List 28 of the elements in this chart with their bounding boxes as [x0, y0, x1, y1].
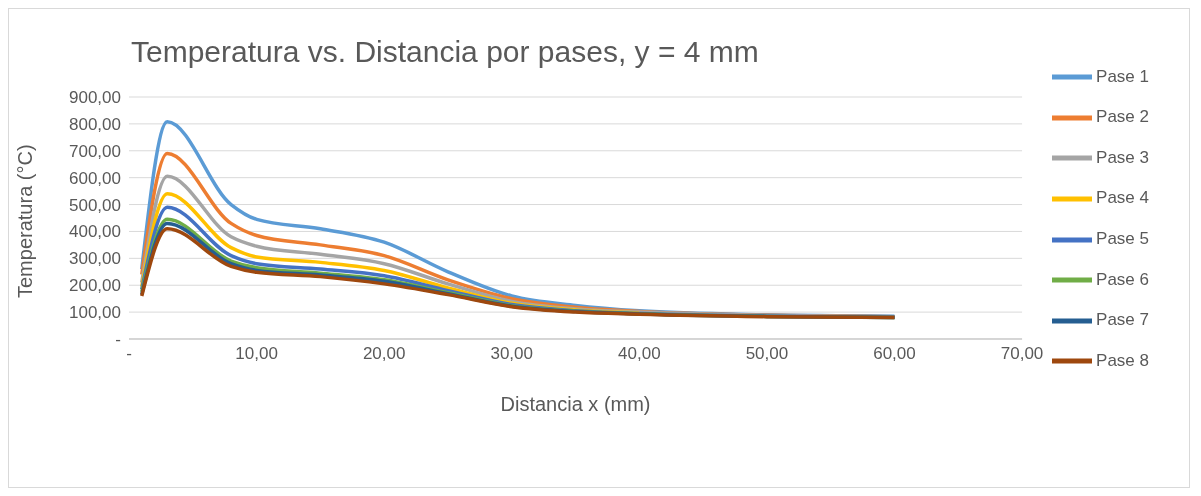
- legend-label: Pase 8: [1096, 350, 1149, 370]
- x-tick-label: 60,00: [873, 344, 916, 364]
- x-tick-label: 50,00: [745, 344, 789, 364]
- legend-label: Pase 7: [1096, 310, 1149, 330]
- x-axis-title: Distancia x (mm): [500, 393, 651, 415]
- legend-label: Pase 3: [1096, 147, 1149, 167]
- legend-label: Pase 5: [1096, 229, 1149, 248]
- legend-label: Pase 1: [1096, 66, 1149, 86]
- y-tick-label: 900,00: [69, 88, 121, 108]
- x-tick-label: 10,00: [235, 344, 278, 364]
- legend-label: Pase 2: [1096, 107, 1149, 127]
- y-tick-label: 700,00: [69, 141, 121, 161]
- y-tick-label: 400,00: [69, 222, 121, 242]
- y-axis-title: Temperatura (°C): [14, 144, 37, 298]
- x-tick-label: 20,00: [362, 344, 406, 364]
- chart-title: Temperatura vs. Distancia por pases, y = 4 mm: [131, 35, 759, 69]
- legend-label: Pase 4: [1096, 188, 1149, 208]
- y-tick-label: 500,00: [69, 195, 121, 215]
- x-tick-label: 30,00: [490, 344, 534, 364]
- y-tick-label: 800,00: [69, 114, 121, 134]
- y-tick-label: 200,00: [69, 276, 121, 296]
- x-tick-label: 40,00: [618, 344, 661, 364]
- x-tick-label: 70,00: [1000, 344, 1044, 364]
- y-tick-label: 600,00: [69, 168, 121, 188]
- legend-label: Pase 6: [1096, 269, 1149, 289]
- y-tick-label: -: [115, 330, 121, 350]
- y-tick-label: 300,00: [69, 249, 121, 269]
- y-tick-label: 100,00: [69, 303, 121, 323]
